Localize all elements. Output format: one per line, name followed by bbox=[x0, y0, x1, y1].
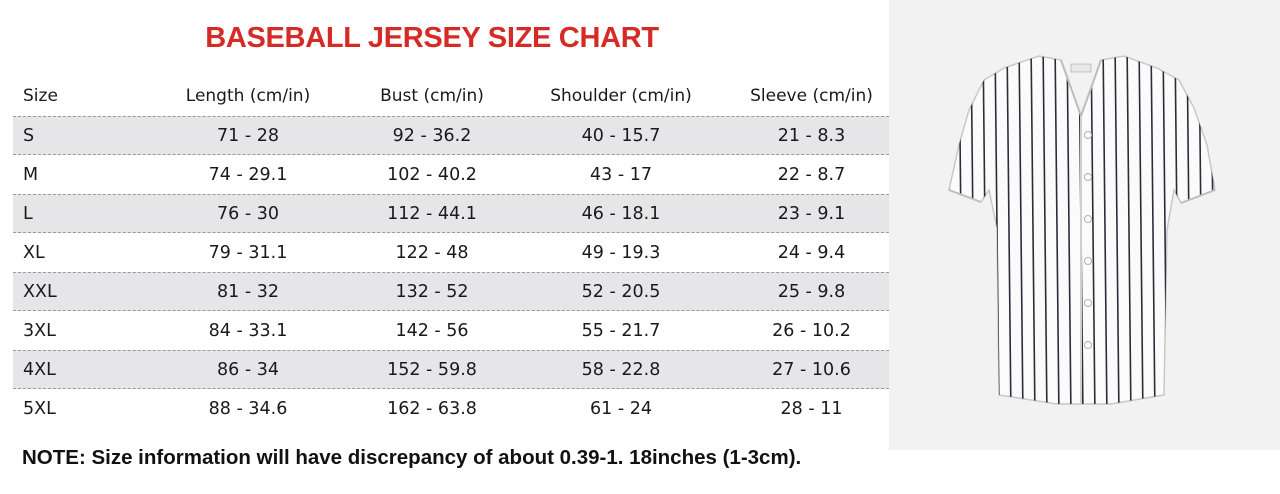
cell-size: 4XL bbox=[23, 359, 56, 380]
size-table: Size Length (cm/in) Bust (cm/in) Shoulde… bbox=[13, 76, 889, 428]
table-header: Size Length (cm/in) Bust (cm/in) Shoulde… bbox=[13, 76, 889, 116]
header-length: Length (cm/in) bbox=[185, 86, 311, 106]
cell-sleeve: 21 - 8.3 bbox=[777, 125, 846, 146]
cell-size: S bbox=[23, 125, 35, 146]
cell-shoulder: 40 - 15.7 bbox=[581, 125, 661, 146]
cell-sleeve: 23 - 9.1 bbox=[777, 203, 846, 224]
cell-shoulder: 52 - 20.5 bbox=[581, 281, 661, 302]
cell-length: 79 - 31.1 bbox=[208, 242, 288, 263]
cell-length: 86 - 34 bbox=[217, 359, 279, 380]
cell-sleeve: 22 - 8.7 bbox=[777, 164, 846, 185]
header-bust: Bust (cm/in) bbox=[380, 86, 484, 106]
cell-length: 88 - 34.6 bbox=[208, 398, 288, 419]
cell-shoulder: 43 - 17 bbox=[590, 164, 652, 185]
cell-length: 71 - 28 bbox=[217, 125, 279, 146]
cell-shoulder: 46 - 18.1 bbox=[581, 203, 661, 224]
cell-shoulder: 49 - 19.3 bbox=[581, 242, 661, 263]
header-size: Size bbox=[23, 86, 58, 106]
table-row: L 76 - 30 112 - 44.1 46 - 18.1 23 - 9.1 bbox=[13, 194, 889, 233]
cell-sleeve: 25 - 9.8 bbox=[777, 281, 846, 302]
cell-shoulder: 55 - 21.7 bbox=[581, 320, 661, 341]
cell-size: 5XL bbox=[23, 398, 56, 419]
cell-bust: 112 - 44.1 bbox=[387, 203, 477, 224]
table-row: S 71 - 28 92 - 36.2 40 - 15.7 21 - 8.3 bbox=[13, 116, 889, 155]
cell-size: 3XL bbox=[23, 320, 56, 341]
cell-size: XXL bbox=[23, 281, 57, 302]
table-row: M 74 - 29.1 102 - 40.2 43 - 17 22 - 8.7 bbox=[13, 155, 889, 194]
table-row: XL 79 - 31.1 122 - 48 49 - 19.3 24 - 9.4 bbox=[13, 233, 889, 272]
jersey-icon bbox=[948, 55, 1216, 405]
cell-bust: 92 - 36.2 bbox=[392, 125, 472, 146]
cell-bust: 162 - 63.8 bbox=[387, 398, 477, 419]
cell-sleeve: 28 - 11 bbox=[780, 398, 843, 419]
cell-size: XL bbox=[23, 242, 45, 263]
cell-bust: 102 - 40.2 bbox=[387, 164, 477, 185]
cell-bust: 122 - 48 bbox=[395, 242, 469, 263]
cell-bust: 132 - 52 bbox=[395, 281, 469, 302]
table-row: 4XL 86 - 34 152 - 59.8 58 - 22.8 27 - 10.6 bbox=[13, 350, 889, 389]
table-row: 3XL 84 - 33.1 142 - 56 55 - 21.7 26 - 10.2 bbox=[13, 311, 889, 350]
chart-title: BASEBALL JERSEY SIZE CHART bbox=[205, 22, 659, 54]
table-row: 5XL 88 - 34.6 162 - 63.8 61 - 24 28 - 11 bbox=[13, 389, 889, 428]
size-note: NOTE: Size information will have discrep… bbox=[22, 446, 802, 469]
cell-bust: 142 - 56 bbox=[395, 320, 469, 341]
cell-shoulder: 58 - 22.8 bbox=[581, 359, 661, 380]
jersey-photo bbox=[889, 0, 1280, 450]
cell-sleeve: 26 - 10.2 bbox=[772, 320, 851, 341]
cell-length: 81 - 32 bbox=[217, 281, 279, 302]
cell-length: 76 - 30 bbox=[217, 203, 279, 224]
cell-sleeve: 27 - 10.6 bbox=[772, 359, 851, 380]
table-row: XXL 81 - 32 132 - 52 52 - 20.5 25 - 9.8 bbox=[13, 272, 889, 311]
cell-bust: 152 - 59.8 bbox=[387, 359, 477, 380]
cell-length: 84 - 33.1 bbox=[208, 320, 288, 341]
cell-size: L bbox=[23, 203, 33, 224]
cell-shoulder: 61 - 24 bbox=[590, 398, 652, 419]
header-shoulder: Shoulder (cm/in) bbox=[550, 86, 692, 106]
cell-length: 74 - 29.1 bbox=[208, 164, 288, 185]
cell-size: M bbox=[23, 164, 39, 185]
cell-sleeve: 24 - 9.4 bbox=[777, 242, 846, 263]
header-sleeve: Sleeve (cm/in) bbox=[750, 86, 873, 106]
